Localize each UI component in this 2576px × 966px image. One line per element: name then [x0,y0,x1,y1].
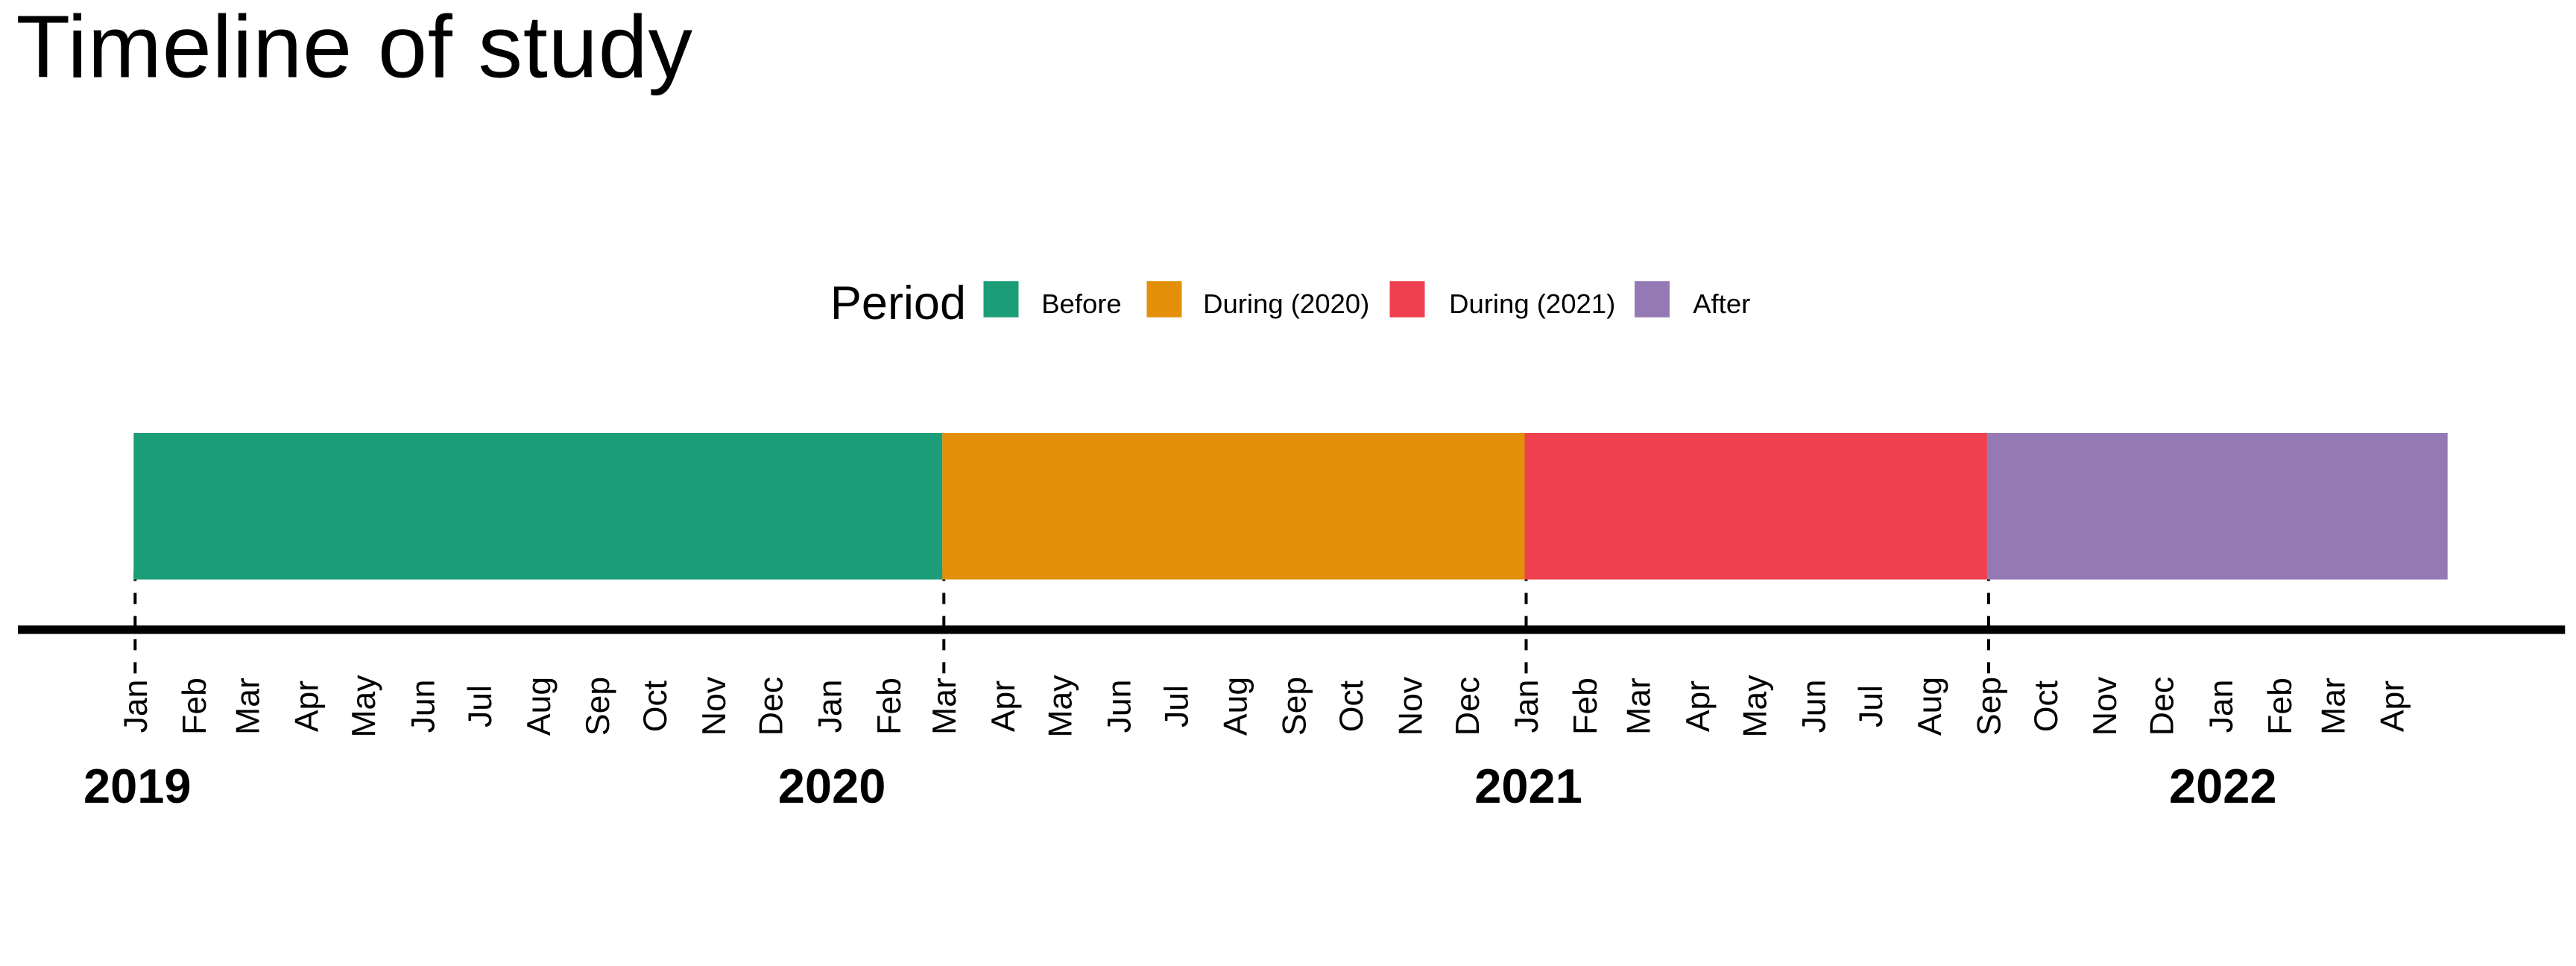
svg-text:Mar: Mar [1621,678,1658,735]
svg-text:Mar: Mar [230,678,266,735]
svg-text:Jun: Jun [405,680,441,733]
svg-text:During (2020): During (2020) [1203,288,1369,319]
svg-text:May: May [1043,675,1079,738]
svg-text:Jul: Jul [462,685,499,727]
svg-text:Jul: Jul [1158,685,1195,727]
svg-text:Jan: Jan [2203,680,2240,733]
svg-text:Apr: Apr [2375,681,2411,732]
svg-text:Feb: Feb [871,678,908,735]
svg-text:Apr: Apr [985,681,1022,732]
svg-text:May: May [346,675,382,738]
svg-text:Oct: Oct [2028,680,2065,732]
svg-text:Dec: Dec [754,677,790,736]
svg-text:Apr: Apr [1680,681,1717,732]
svg-text:Feb: Feb [177,678,213,735]
svg-text:Sep: Sep [1277,677,1313,736]
svg-text:Nov: Nov [1392,676,1429,736]
svg-text:2022: 2022 [2169,759,2277,813]
svg-text:Before: Before [1041,288,1122,319]
svg-text:Nov: Nov [2087,676,2124,736]
svg-text:2019: 2019 [83,759,192,813]
svg-text:Feb: Feb [2262,678,2299,735]
svg-text:Sep: Sep [580,677,616,736]
svg-text:Aug: Aug [1217,677,1254,736]
svg-text:May: May [1737,675,1773,738]
svg-text:Nov: Nov [696,676,733,736]
svg-text:Dec: Dec [2144,677,2181,736]
svg-text:Jun: Jun [1102,680,1138,733]
svg-text:Aug: Aug [521,677,558,736]
svg-text:Dec: Dec [1450,677,1486,736]
svg-text:After: After [1693,288,1750,319]
svg-text:2021: 2021 [1474,759,1582,813]
svg-text:Aug: Aug [1912,677,1948,736]
svg-text:Mar: Mar [2316,678,2352,735]
svg-text:Apr: Apr [289,681,326,732]
svg-text:During (2021): During (2021) [1449,288,1615,319]
svg-text:Period: Period [830,277,966,329]
svg-text:Sep: Sep [1971,677,2007,736]
svg-text:Oct: Oct [637,680,674,732]
svg-text:2020: 2020 [778,759,886,813]
svg-text:Mar: Mar [926,678,963,735]
svg-text:Oct: Oct [1333,680,1370,732]
svg-text:Jun: Jun [1796,680,1833,733]
svg-text:Jul: Jul [1853,685,1890,727]
svg-text:Jan: Jan [812,680,849,733]
svg-text:Timeline of study: Timeline of study [16,0,693,96]
svg-text:Jan: Jan [118,680,154,733]
svg-text:Feb: Feb [1568,678,1604,735]
svg-text:Jan: Jan [1509,680,1545,733]
